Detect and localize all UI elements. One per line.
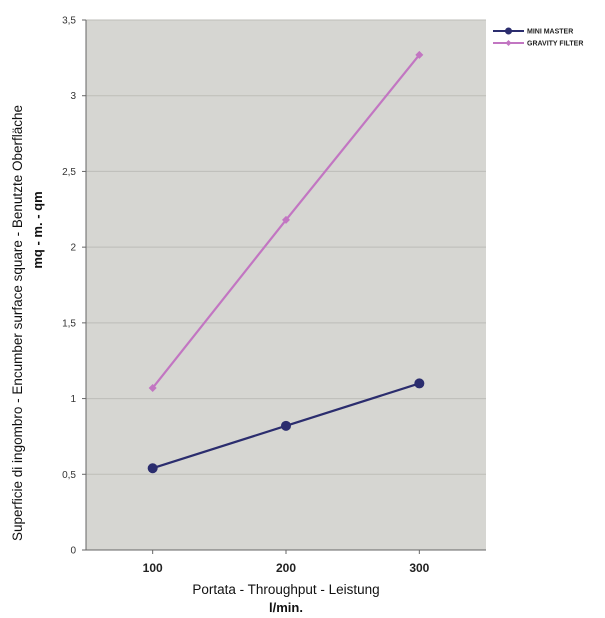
y-tick-label: 1,5 [62, 318, 76, 329]
legend-label: GRAVITY FILTER [527, 41, 583, 48]
y-tick-label: 2 [70, 243, 76, 254]
data-point [282, 215, 290, 224]
legend-label: MINI MASTER [527, 29, 573, 36]
legend: MINI MASTER GRAVITY FILTER [493, 27, 583, 48]
y-tick-label: 0,5 [62, 470, 76, 481]
y-tick-labels: 0 0,5 1 1,5 2 2,5 3 3,5 [62, 16, 76, 557]
x-tick-label: 200 [276, 561, 296, 575]
legend-swatch-marker [505, 27, 512, 35]
y-axis-unit: mq - m. - qm [30, 191, 45, 268]
legend-swatch-marker [505, 40, 512, 46]
data-point [148, 383, 157, 392]
series-layer [147, 50, 425, 474]
y-tick-label: 3 [70, 91, 76, 102]
y-tick-label: 0 [70, 546, 76, 557]
data-point [415, 50, 424, 59]
y-tick-label: 1 [70, 394, 76, 405]
data-point [147, 463, 158, 474]
x-tick-label: 300 [409, 561, 429, 575]
x-tick-labels: 100 200 300 [143, 561, 430, 575]
x-axis-title: Portata - Throughput - Leistung [192, 582, 379, 597]
data-point [281, 420, 291, 431]
y-axis-title: Superficie di ingombro - Encumber surfac… [10, 105, 25, 541]
y-tick-label: 3,5 [62, 16, 76, 27]
plot-area [86, 20, 486, 550]
x-axis-unit: l/min. [269, 600, 303, 615]
grid-lines [86, 19, 486, 475]
y-tick-label: 2,5 [62, 167, 76, 178]
x-tick-label: 100 [143, 561, 163, 575]
axes [82, 19, 486, 554]
data-point [414, 378, 425, 389]
